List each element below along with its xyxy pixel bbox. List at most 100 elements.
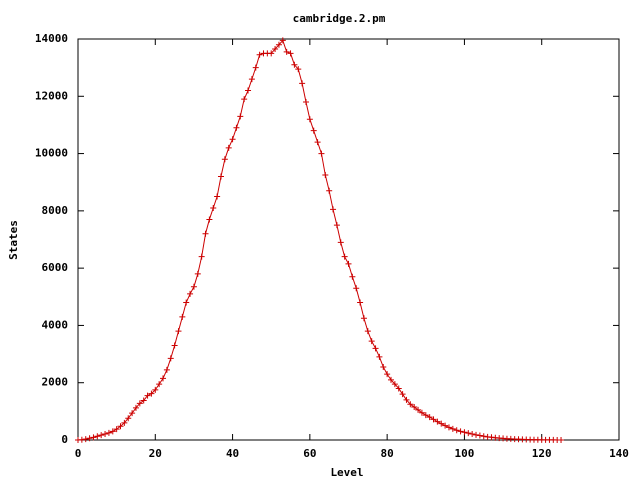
point-marker xyxy=(268,50,275,57)
y-tick-label: 10000 xyxy=(35,147,68,160)
point-marker xyxy=(256,51,263,58)
point-marker xyxy=(314,139,321,146)
y-tick-label: 12000 xyxy=(35,89,68,102)
point-marker xyxy=(473,431,480,438)
point-marker xyxy=(132,404,139,411)
point-marker xyxy=(349,273,356,280)
point-marker xyxy=(279,37,286,44)
point-marker xyxy=(391,381,398,388)
point-marker xyxy=(117,423,124,430)
point-marker xyxy=(148,390,155,397)
point-marker xyxy=(105,429,112,436)
point-marker xyxy=(121,419,128,426)
y-tick-label: 14000 xyxy=(35,32,68,45)
point-marker xyxy=(422,412,429,419)
point-marker xyxy=(144,392,151,399)
point-marker xyxy=(337,239,344,246)
point-marker xyxy=(98,432,105,439)
point-marker xyxy=(360,315,367,322)
point-marker xyxy=(388,376,395,383)
point-marker xyxy=(140,397,147,404)
point-marker xyxy=(291,61,298,68)
y-axis-label: States xyxy=(7,220,20,260)
point-marker xyxy=(403,396,410,403)
point-marker xyxy=(221,156,228,163)
point-marker xyxy=(395,385,402,392)
y-tick-label: 2000 xyxy=(42,376,69,389)
point-marker xyxy=(302,99,309,106)
point-marker xyxy=(272,46,279,53)
point-marker xyxy=(341,253,348,260)
point-marker xyxy=(179,313,186,320)
series-line xyxy=(77,39,562,441)
point-marker xyxy=(299,80,306,87)
point-marker xyxy=(353,285,360,292)
point-marker xyxy=(306,116,313,123)
point-marker xyxy=(434,418,441,425)
point-marker xyxy=(245,87,252,94)
point-marker xyxy=(295,66,302,73)
point-marker xyxy=(457,428,464,435)
point-marker xyxy=(318,150,325,157)
y-tick-label: 6000 xyxy=(42,261,69,274)
point-marker xyxy=(102,430,109,437)
point-marker xyxy=(136,400,143,407)
point-marker xyxy=(326,187,333,194)
point-marker xyxy=(480,433,487,440)
point-marker xyxy=(225,144,232,151)
point-marker xyxy=(442,422,449,429)
point-marker xyxy=(78,436,85,443)
point-marker xyxy=(310,127,317,134)
point-marker xyxy=(368,338,375,345)
point-marker xyxy=(469,430,476,437)
point-marker xyxy=(94,433,101,440)
point-marker xyxy=(237,113,244,120)
point-marker xyxy=(202,230,209,237)
point-marker xyxy=(418,409,425,416)
point-marker xyxy=(82,436,89,443)
point-marker xyxy=(558,436,565,443)
point-marker xyxy=(345,260,352,267)
point-marker xyxy=(252,64,259,71)
point-marker xyxy=(376,353,383,360)
chart-title: cambridge.2.pm xyxy=(293,12,386,25)
point-marker xyxy=(206,216,213,223)
point-marker xyxy=(129,410,136,417)
point-marker xyxy=(372,345,379,352)
x-tick-label: 100 xyxy=(454,447,474,460)
x-tick-label: 80 xyxy=(381,447,394,460)
point-marker xyxy=(152,386,159,393)
point-marker xyxy=(163,366,170,373)
point-marker xyxy=(445,424,452,431)
x-tick-label: 40 xyxy=(226,447,239,460)
y-tick-label: 0 xyxy=(61,433,68,446)
point-marker xyxy=(175,328,182,335)
point-marker xyxy=(330,206,337,213)
point-marker xyxy=(453,427,460,434)
point-marker xyxy=(364,328,371,335)
point-marker xyxy=(399,391,406,398)
point-marker xyxy=(90,434,97,441)
point-marker xyxy=(229,136,236,143)
point-marker xyxy=(183,299,190,306)
point-marker xyxy=(380,363,387,370)
x-tick-label: 120 xyxy=(532,447,552,460)
x-tick-label: 140 xyxy=(609,447,629,460)
point-marker xyxy=(248,76,255,83)
point-marker xyxy=(411,404,418,411)
point-marker xyxy=(275,41,282,48)
point-marker xyxy=(198,253,205,260)
point-marker xyxy=(426,414,433,421)
point-marker xyxy=(438,420,445,427)
x-axis-label: Level xyxy=(330,466,363,479)
point-marker xyxy=(333,222,340,229)
point-marker xyxy=(241,96,248,103)
point-marker xyxy=(160,375,167,382)
point-marker xyxy=(109,428,116,435)
x-tick-label: 60 xyxy=(303,447,316,460)
point-marker xyxy=(187,290,194,297)
point-marker xyxy=(125,415,132,422)
point-marker xyxy=(283,48,290,55)
point-marker xyxy=(322,172,329,179)
